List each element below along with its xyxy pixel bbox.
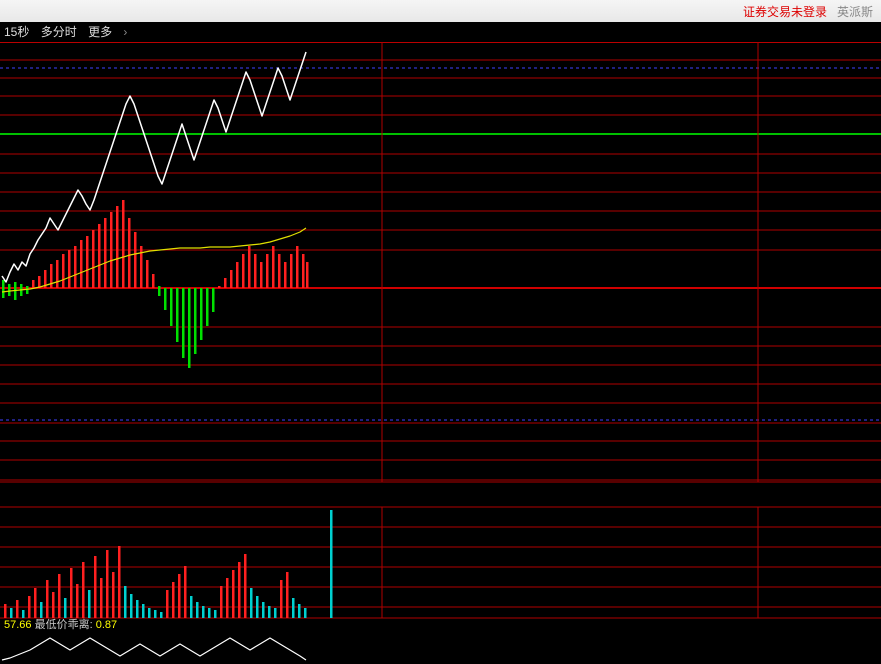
indicator-label: 最低价乖离:: [35, 619, 93, 631]
indicator-readout: 57.66 最低价乖离: 0.87: [4, 618, 117, 632]
indicator-value1: 57.66: [4, 619, 32, 631]
chart-canvas[interactable]: [0, 0, 881, 664]
indicator-value2: 0.87: [96, 619, 117, 631]
